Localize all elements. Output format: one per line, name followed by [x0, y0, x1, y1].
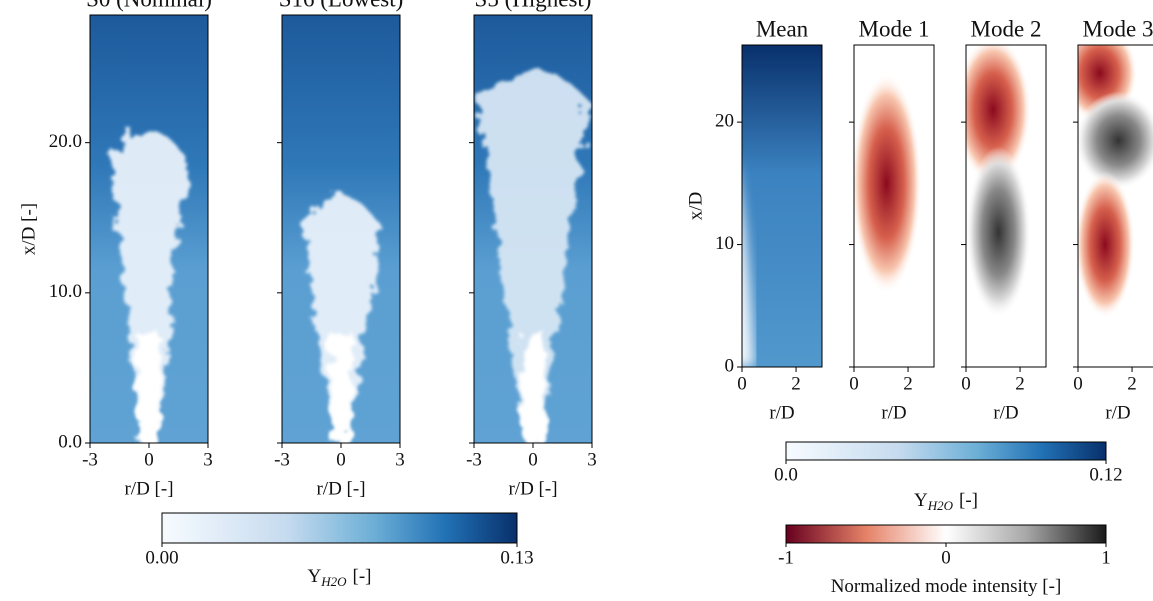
x-tick-label: 3 — [587, 449, 597, 470]
panel-title: S0 (Nominal) — [86, 0, 212, 11]
x-axis-label: r/D [-] — [124, 478, 173, 499]
y-tick-label: 10.0 — [49, 281, 82, 302]
x-tick-label: 2 — [791, 373, 801, 394]
x-tick-label: 0 — [737, 373, 747, 394]
x-axis-label: r/D — [1105, 402, 1130, 423]
x-axis-label: r/D — [769, 402, 794, 423]
core — [329, 333, 353, 443]
panel-frame — [1077, 44, 1153, 368]
x-axis-label: r/D — [993, 402, 1018, 423]
colorbar-tick-label: 0.00 — [145, 547, 178, 568]
panel-title: Mode 3 — [1083, 16, 1153, 41]
x-tick-label: 2 — [1015, 373, 1025, 394]
core — [137, 333, 161, 443]
mode-blob — [1078, 171, 1135, 319]
mode-blob — [966, 146, 1031, 319]
y-tick-label: 10 — [715, 233, 734, 254]
panel-frame — [965, 44, 1047, 368]
colorbar-tick-label: 0.13 — [500, 547, 533, 568]
field — [966, 45, 1046, 367]
mean-core — [742, 206, 754, 367]
x-tick-label: 0 — [849, 373, 859, 394]
colorbar-label: YH2O [-] — [914, 490, 978, 513]
y-tick-label: 20 — [715, 110, 734, 131]
colorbar-tick-label: -1 — [778, 547, 794, 568]
x-tick-label: -3 — [466, 449, 482, 470]
mode-blob — [966, 45, 1031, 184]
colorbar-tick-label: 0.0 — [774, 464, 798, 485]
x-tick-label: -3 — [274, 449, 290, 470]
x-tick-label: 0 — [961, 373, 971, 394]
x-tick-label: 2 — [903, 373, 913, 394]
field — [474, 15, 592, 443]
x-tick-label: 3 — [395, 449, 405, 470]
colorbar — [785, 524, 1107, 544]
plume — [303, 195, 379, 443]
field — [282, 15, 400, 443]
label-part: Normalized mode intensity [-] — [831, 576, 1062, 597]
panel-title: S16 (Lowest) — [279, 0, 404, 11]
x-tick-label: 0 — [144, 449, 154, 470]
y-tick-label: 20.0 — [49, 131, 82, 152]
mode-blob — [854, 73, 922, 294]
colorbar-label: YH2O [-] — [308, 566, 372, 589]
plume — [478, 70, 588, 443]
colorbar-tick-label: 1 — [1101, 547, 1111, 568]
field — [742, 45, 822, 367]
field-bg — [742, 45, 822, 367]
panel-title: Mode 2 — [971, 16, 1042, 41]
x-tick-label: 0 — [336, 449, 346, 470]
plume — [111, 130, 187, 443]
x-tick-label: 0 — [528, 449, 538, 470]
x-tick-label: -3 — [82, 449, 98, 470]
field — [1078, 45, 1153, 367]
colorbar-label: Normalized mode intensity [-] — [831, 576, 1062, 597]
y-tick-label: 0 — [725, 355, 735, 376]
label-part: H2O — [320, 574, 347, 589]
x-axis-label: r/D — [881, 402, 906, 423]
x-axis-label: r/D [-] — [316, 478, 365, 499]
y-axis-label: x/D [-] — [18, 203, 39, 255]
y-tick-label: 0.0 — [58, 431, 82, 452]
label-part: [-] — [353, 566, 372, 587]
label-part: [-] — [959, 490, 978, 511]
y-axis-label: x/D — [685, 192, 706, 221]
x-tick-label: 3 — [203, 449, 213, 470]
core — [521, 333, 545, 443]
colorbar — [161, 512, 518, 544]
label-part: H2O — [927, 498, 954, 513]
label-part: Y — [308, 566, 322, 587]
x-axis-label: r/D [-] — [508, 478, 557, 499]
mode-blob — [1078, 91, 1153, 190]
field — [854, 45, 934, 367]
field — [90, 15, 208, 443]
panel-title: Mean — [756, 16, 809, 41]
colorbar — [785, 441, 1107, 461]
panel-title: S5 (Highest) — [475, 0, 592, 11]
x-tick-label: 0 — [1073, 373, 1083, 394]
colorbar-tick-label: 0.12 — [1089, 464, 1122, 485]
label-part: Y — [914, 490, 928, 511]
colorbar-tick-label: 0 — [941, 547, 951, 568]
panel-frame — [853, 44, 935, 368]
panel-title: Mode 1 — [859, 16, 930, 41]
panel-frame — [741, 44, 823, 368]
x-tick-label: 2 — [1127, 373, 1137, 394]
